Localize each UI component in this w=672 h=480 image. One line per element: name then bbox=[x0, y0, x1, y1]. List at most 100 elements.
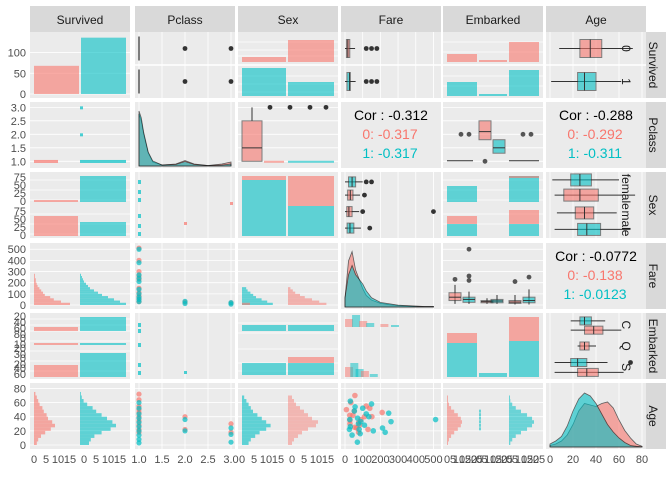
hist-age-emb bbox=[447, 437, 449, 442]
hist-fare-0 bbox=[34, 287, 40, 290]
hist-age-sex-f bbox=[242, 399, 247, 403]
bar-pclass-sex bbox=[138, 224, 141, 228]
hist-age-sex-f bbox=[242, 406, 251, 410]
y-tick-embarked: 60 bbox=[14, 323, 26, 335]
panel-fare-pclass bbox=[135, 243, 235, 309]
panel-fare-age: Cor : -0.0772 0: -0.138 1: -0.0123 bbox=[546, 243, 646, 309]
hist-age-sex-m bbox=[288, 437, 294, 442]
y-tick-sex: 75 bbox=[14, 172, 26, 184]
hist-age-emb-q bbox=[479, 423, 481, 427]
panel-sex-pclass bbox=[135, 172, 235, 238]
panel-background bbox=[443, 383, 543, 449]
outlier-point bbox=[528, 131, 534, 137]
panel-survived-embarked bbox=[443, 32, 543, 98]
density-pclass-g1 bbox=[138, 110, 232, 167]
panel-embarked-fare bbox=[341, 313, 441, 379]
cor-overall: Cor : -0.288 bbox=[559, 107, 633, 123]
x-tick-embarked: 5 bbox=[450, 454, 456, 466]
x-tick-embarked: 20 bbox=[527, 454, 539, 466]
panel-pclass-sex bbox=[238, 102, 338, 168]
y-tick-age: 60 bbox=[14, 398, 26, 410]
x-tick-embarked: 15 bbox=[459, 454, 471, 466]
y-tick-embarked: 40 bbox=[14, 363, 26, 375]
point-fare-age-1 bbox=[361, 422, 368, 428]
hist-age-sex-f bbox=[242, 413, 258, 417]
x-tick-embarked: 25 bbox=[501, 454, 513, 466]
point-fare-age-1 bbox=[359, 405, 366, 412]
y-tick-sex: 25 bbox=[14, 188, 26, 200]
panel-background bbox=[341, 172, 441, 238]
hist-age-emb bbox=[509, 423, 533, 428]
y-tick-embarked: 0 bbox=[20, 353, 26, 365]
hist-fare-sex-m bbox=[288, 289, 293, 292]
panel-background bbox=[546, 243, 646, 309]
point-fare-age-1 bbox=[354, 439, 361, 445]
row-strip-label-pclass: Pclass bbox=[646, 117, 660, 152]
point-fare-age-1 bbox=[385, 410, 392, 416]
bar-emb-sex-s3 bbox=[509, 224, 539, 236]
panel-embarked-embarked bbox=[443, 313, 543, 379]
hist-fare-1 bbox=[80, 278, 83, 281]
hist-fare-sex-m bbox=[288, 300, 320, 303]
y-tick-survived: 0 bbox=[20, 89, 26, 101]
hist-fare-sex-f bbox=[242, 296, 256, 299]
outlier-point bbox=[458, 131, 464, 137]
x-tick-sex: 5 bbox=[251, 454, 257, 466]
outlier-point bbox=[182, 46, 188, 51]
outlier-point bbox=[228, 79, 234, 84]
hist-age-emb bbox=[447, 406, 452, 410]
point-fare-age-1 bbox=[347, 398, 354, 404]
point-pclass-age-1 bbox=[136, 405, 142, 411]
panel-embarked-pclass bbox=[135, 313, 235, 379]
y-tick-embarked: 80 bbox=[14, 329, 26, 341]
bar-sex-female-1 bbox=[242, 68, 286, 96]
point-fare-age-0 bbox=[343, 406, 350, 413]
hist-age-sex-m bbox=[288, 430, 302, 435]
hist-age-sex-f bbox=[242, 434, 256, 438]
box-sex-pclass-female bbox=[241, 120, 263, 162]
hist-age-0 bbox=[34, 402, 40, 407]
bar-emb-sex-s2 bbox=[509, 210, 539, 224]
hist-age-sex-f bbox=[242, 402, 249, 407]
hist-fare-0 bbox=[34, 302, 70, 305]
hist-age-emb-q bbox=[479, 413, 481, 417]
bar-pclass-sex bbox=[230, 202, 233, 205]
hist-age-sex-f bbox=[242, 427, 267, 431]
hist-age-sex-m bbox=[288, 413, 308, 417]
bar-sex-emb-c-m bbox=[288, 325, 334, 331]
hist-fare-0 bbox=[34, 300, 61, 303]
bar-sex-female-0 bbox=[242, 57, 286, 62]
panel-survived-fare bbox=[341, 32, 441, 98]
point-pclass-age-1 bbox=[136, 432, 142, 438]
column-strip-survived bbox=[30, 6, 130, 32]
y-tick-embarked: 0 bbox=[20, 333, 26, 345]
bar-sex-male-0 bbox=[288, 40, 334, 62]
panel-age-age bbox=[546, 383, 646, 449]
panel-fare-embarked bbox=[443, 243, 543, 309]
bar-sex-male-1 bbox=[288, 82, 334, 96]
hist-fare-1 bbox=[80, 289, 94, 292]
point-pclass-age-1 bbox=[136, 440, 142, 446]
point-fare-age-1 bbox=[355, 420, 362, 427]
hist-age-emb bbox=[447, 399, 448, 403]
y-tick-sex: 50 bbox=[14, 180, 26, 192]
x-tick-embarked: 5 bbox=[512, 454, 518, 466]
box-age-0 bbox=[579, 39, 603, 58]
hist-age-0 bbox=[34, 391, 36, 396]
panel-background bbox=[341, 102, 441, 168]
hist-fare-emb-c bbox=[391, 325, 399, 327]
hist-fare-0 bbox=[34, 296, 51, 299]
bar-pclass-emb bbox=[138, 363, 141, 367]
bar-sex-emb-c-f bbox=[242, 325, 286, 331]
bar-sex-emb-s-m bbox=[288, 363, 334, 375]
bar-emb-c-1 bbox=[447, 82, 477, 96]
hist-age-1 bbox=[80, 437, 91, 442]
y-tick-age: 80 bbox=[14, 383, 26, 395]
column-strip-label-survived: Survived bbox=[57, 13, 104, 27]
x-tick-survived: 10 bbox=[102, 454, 114, 466]
bar-pclass3-survived-1 bbox=[80, 106, 83, 110]
bar-survived-0 bbox=[34, 65, 79, 94]
row-strip-label-fare: Fare bbox=[646, 264, 660, 289]
bar-emb-surv-q0 bbox=[34, 343, 78, 345]
